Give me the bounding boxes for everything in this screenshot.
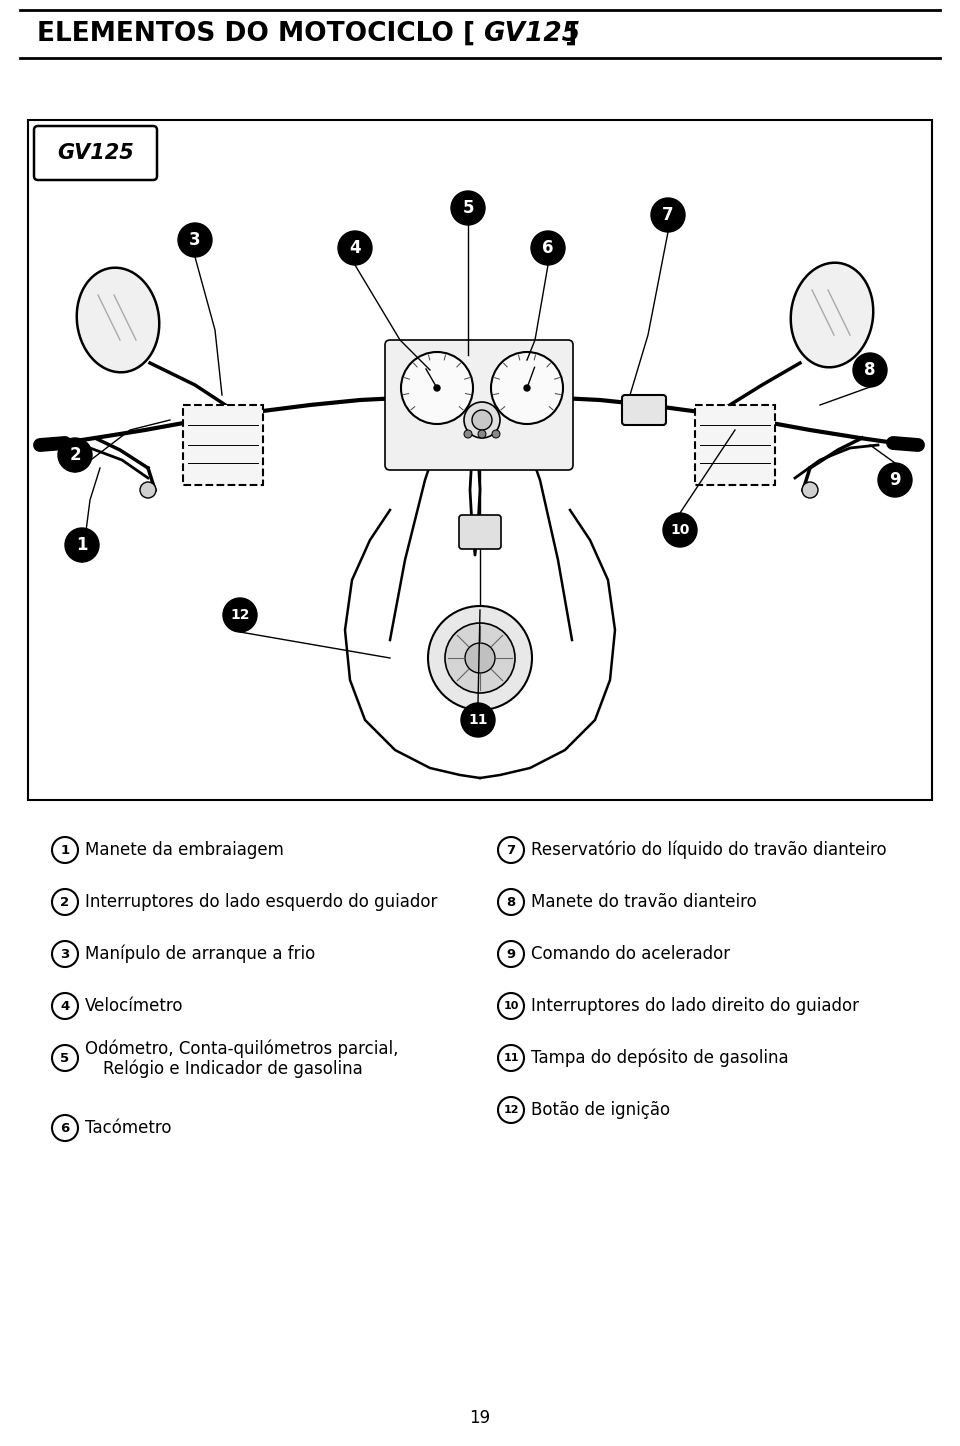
Circle shape	[492, 429, 500, 438]
Circle shape	[498, 941, 524, 967]
Text: 6: 6	[542, 239, 554, 257]
Text: 6: 6	[60, 1122, 70, 1135]
FancyBboxPatch shape	[34, 126, 157, 179]
Ellipse shape	[77, 268, 159, 372]
Text: 7: 7	[507, 843, 516, 856]
Circle shape	[52, 993, 78, 1019]
Circle shape	[445, 623, 515, 693]
Circle shape	[491, 351, 563, 424]
Circle shape	[531, 231, 565, 265]
Circle shape	[52, 941, 78, 967]
Text: Tampa do depósito de gasolina: Tampa do depósito de gasolina	[531, 1048, 788, 1067]
Circle shape	[524, 385, 530, 390]
Text: Odómetro, Conta-quilómetros parcial,: Odómetro, Conta-quilómetros parcial,	[85, 1040, 398, 1058]
Text: 4: 4	[349, 239, 361, 257]
Text: 1: 1	[76, 536, 87, 554]
Text: 10: 10	[503, 1001, 518, 1011]
Circle shape	[464, 402, 500, 438]
Circle shape	[52, 1115, 78, 1141]
Text: 11: 11	[503, 1053, 518, 1063]
FancyBboxPatch shape	[622, 395, 666, 425]
Text: ]: ]	[560, 22, 577, 48]
Circle shape	[465, 643, 495, 672]
Text: Comando do acelerador: Comando do acelerador	[531, 946, 731, 963]
Text: Manete da embraiagem: Manete da embraiagem	[85, 842, 284, 859]
Circle shape	[478, 429, 486, 438]
Text: 7: 7	[662, 205, 674, 224]
Circle shape	[498, 837, 524, 863]
Text: 1: 1	[60, 843, 69, 856]
Circle shape	[428, 606, 532, 710]
Circle shape	[401, 351, 473, 424]
Text: Relógio e Indicador de gasolina: Relógio e Indicador de gasolina	[103, 1060, 363, 1079]
FancyBboxPatch shape	[459, 515, 501, 549]
Text: Botão de ignição: Botão de ignição	[531, 1100, 670, 1119]
Circle shape	[52, 889, 78, 915]
Circle shape	[65, 528, 99, 562]
Text: 3: 3	[189, 231, 201, 249]
Circle shape	[338, 231, 372, 265]
Circle shape	[498, 1098, 524, 1124]
Circle shape	[58, 438, 92, 471]
Bar	[183, 405, 263, 484]
Circle shape	[223, 599, 257, 632]
Text: 5: 5	[60, 1051, 69, 1064]
Text: 2: 2	[69, 445, 81, 464]
Text: 9: 9	[507, 947, 516, 960]
Ellipse shape	[791, 263, 874, 367]
Circle shape	[472, 411, 492, 429]
Text: 4: 4	[60, 999, 70, 1012]
Circle shape	[663, 513, 697, 547]
Text: 19: 19	[469, 1408, 491, 1427]
Circle shape	[178, 223, 212, 257]
Text: 3: 3	[60, 947, 70, 960]
Text: 9: 9	[889, 471, 900, 489]
Text: 12: 12	[503, 1105, 518, 1115]
Text: GV125: GV125	[483, 22, 580, 48]
Text: Manete do travão dianteiro: Manete do travão dianteiro	[531, 894, 756, 911]
Text: GV125: GV125	[58, 143, 134, 163]
Text: ELEMENTOS DO MOTOCICLO [: ELEMENTOS DO MOTOCICLO [	[36, 22, 480, 48]
Text: Interruptores do lado direito do guiador: Interruptores do lado direito do guiador	[531, 996, 859, 1015]
Text: 8: 8	[864, 362, 876, 379]
Circle shape	[140, 482, 156, 497]
Text: 12: 12	[230, 607, 250, 622]
Circle shape	[651, 198, 685, 231]
Circle shape	[52, 1045, 78, 1071]
Text: 5: 5	[463, 200, 473, 217]
Text: Velocímetro: Velocímetro	[85, 996, 183, 1015]
Circle shape	[853, 353, 887, 388]
Circle shape	[878, 463, 912, 497]
Circle shape	[434, 385, 440, 390]
Circle shape	[802, 482, 818, 497]
Text: Reservatório do líquido do travão dianteiro: Reservatório do líquido do travão diante…	[531, 840, 887, 859]
Circle shape	[461, 703, 495, 737]
Circle shape	[498, 889, 524, 915]
Text: Interruptores do lado esquerdo do guiador: Interruptores do lado esquerdo do guiado…	[85, 894, 438, 911]
Text: 10: 10	[670, 523, 689, 536]
Text: Manípulo de arranque a frio: Manípulo de arranque a frio	[85, 944, 315, 963]
Bar	[695, 405, 775, 484]
Circle shape	[464, 429, 472, 438]
Circle shape	[451, 191, 485, 226]
Bar	[28, 120, 932, 800]
Text: 2: 2	[60, 895, 69, 908]
Circle shape	[498, 1045, 524, 1071]
Circle shape	[52, 837, 78, 863]
FancyBboxPatch shape	[385, 340, 573, 470]
Circle shape	[498, 993, 524, 1019]
Text: 11: 11	[468, 713, 488, 727]
Text: 8: 8	[506, 895, 516, 908]
Text: Tacómetro: Tacómetro	[85, 1119, 172, 1137]
